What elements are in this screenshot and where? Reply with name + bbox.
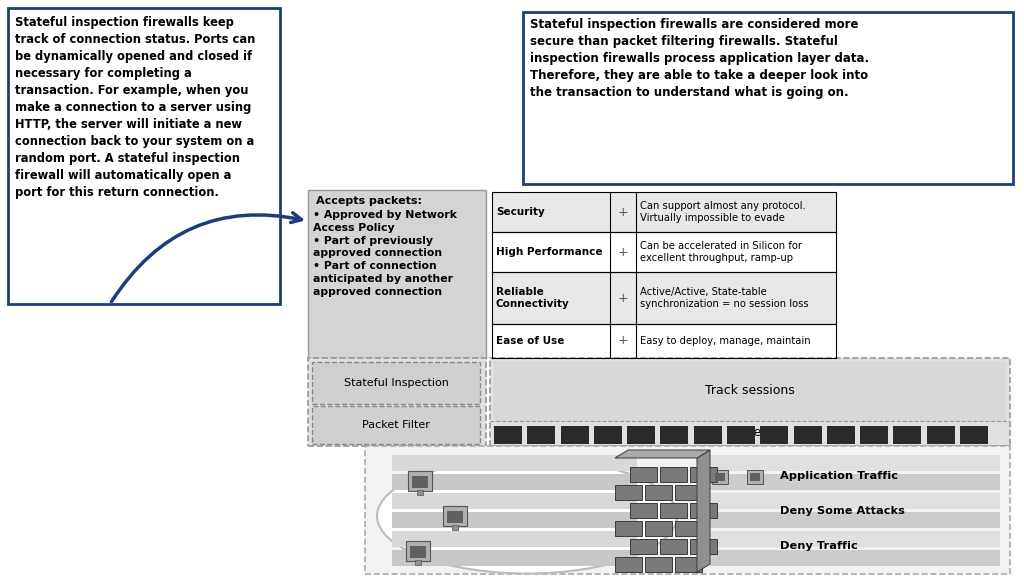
Polygon shape bbox=[615, 450, 710, 458]
Ellipse shape bbox=[377, 458, 677, 574]
Bar bbox=[490, 358, 1010, 446]
Bar bbox=[927, 426, 954, 444]
Bar bbox=[312, 362, 480, 404]
Bar bbox=[492, 272, 836, 324]
Bar bbox=[392, 512, 637, 528]
Text: Reliable
Connectivity: Reliable Connectivity bbox=[496, 287, 569, 309]
Bar bbox=[675, 557, 702, 572]
Text: Track sessions: Track sessions bbox=[706, 385, 795, 397]
Bar bbox=[760, 426, 788, 444]
Bar bbox=[594, 426, 622, 444]
Bar bbox=[893, 426, 922, 444]
Text: Stateful inspection firewalls are considered more
secure than packet filtering f: Stateful inspection firewalls are consid… bbox=[530, 18, 869, 99]
Bar bbox=[492, 192, 836, 232]
Bar bbox=[645, 485, 672, 500]
Bar bbox=[392, 455, 637, 471]
Bar bbox=[727, 426, 755, 444]
Bar bbox=[560, 426, 589, 444]
Bar bbox=[690, 503, 717, 518]
Bar bbox=[494, 361, 1006, 421]
Text: Ease of Use: Ease of Use bbox=[496, 336, 564, 346]
Bar bbox=[406, 541, 430, 561]
Bar bbox=[523, 12, 1013, 184]
Bar bbox=[710, 512, 1000, 528]
Text: Can support almost any protocol.
Virtually impossible to evade: Can support almost any protocol. Virtual… bbox=[640, 201, 806, 223]
Bar bbox=[452, 525, 458, 530]
Bar bbox=[392, 493, 637, 509]
Bar bbox=[417, 490, 423, 495]
Text: Accepts packets:: Accepts packets: bbox=[316, 196, 422, 206]
Bar bbox=[710, 550, 1000, 566]
Bar bbox=[630, 467, 657, 482]
Bar bbox=[412, 476, 428, 488]
Bar bbox=[410, 546, 426, 558]
Bar bbox=[826, 426, 855, 444]
Bar bbox=[675, 485, 702, 500]
Text: Stateful inspection firewalls keep
track of connection status. Ports can
be dyna: Stateful inspection firewalls keep track… bbox=[15, 16, 255, 199]
Bar bbox=[527, 426, 555, 444]
Bar bbox=[712, 470, 728, 484]
Bar bbox=[392, 474, 637, 490]
Bar bbox=[690, 467, 717, 482]
Bar bbox=[794, 426, 821, 444]
Text: +: + bbox=[617, 291, 629, 305]
Bar bbox=[860, 426, 888, 444]
Bar bbox=[615, 485, 642, 500]
Text: +: + bbox=[617, 335, 629, 347]
Bar bbox=[750, 473, 760, 481]
Bar bbox=[710, 493, 1000, 509]
Text: Packets: Packets bbox=[726, 426, 774, 439]
Text: • Approved by Network
Access Policy
• Part of previously
approved connection
• P: • Approved by Network Access Policy • Pa… bbox=[313, 210, 457, 297]
Bar bbox=[312, 406, 480, 444]
Text: Stateful Inspection: Stateful Inspection bbox=[344, 378, 449, 388]
Bar bbox=[492, 192, 836, 358]
Text: +: + bbox=[617, 245, 629, 259]
Bar bbox=[492, 232, 836, 272]
Bar bbox=[308, 190, 486, 358]
Text: Application Traffic: Application Traffic bbox=[780, 471, 898, 481]
Bar bbox=[308, 358, 486, 446]
Bar bbox=[961, 426, 988, 444]
Bar bbox=[710, 455, 1000, 471]
Bar bbox=[447, 511, 463, 523]
Bar bbox=[690, 539, 717, 554]
Text: Can be accelerated in Silicon for
excellent throughput, ramp-up: Can be accelerated in Silicon for excell… bbox=[640, 241, 802, 263]
Text: Packet Filter: Packet Filter bbox=[362, 420, 430, 430]
Bar bbox=[660, 426, 688, 444]
Bar bbox=[615, 521, 642, 536]
Bar bbox=[645, 521, 672, 536]
Bar bbox=[660, 539, 687, 554]
Text: Active/Active, State-table
synchronization = no session loss: Active/Active, State-table synchronizati… bbox=[640, 287, 809, 309]
Bar bbox=[693, 426, 722, 444]
Bar bbox=[660, 467, 687, 482]
Bar bbox=[392, 550, 637, 566]
Bar bbox=[630, 503, 657, 518]
Bar bbox=[443, 506, 467, 526]
Bar bbox=[710, 474, 1000, 490]
Text: Security: Security bbox=[496, 207, 545, 217]
Bar bbox=[365, 446, 1010, 574]
Text: +: + bbox=[617, 206, 629, 218]
Text: Deny Traffic: Deny Traffic bbox=[780, 541, 858, 551]
Bar bbox=[408, 471, 432, 491]
Bar bbox=[746, 470, 763, 484]
Bar bbox=[615, 557, 642, 572]
Bar bbox=[660, 503, 687, 518]
Bar bbox=[715, 473, 725, 481]
Polygon shape bbox=[697, 450, 710, 572]
Bar bbox=[415, 560, 421, 565]
Bar bbox=[494, 426, 522, 444]
Bar bbox=[492, 324, 836, 358]
Bar bbox=[645, 557, 672, 572]
Bar bbox=[627, 426, 655, 444]
Text: Easy to deploy, manage, maintain: Easy to deploy, manage, maintain bbox=[640, 336, 811, 346]
Bar bbox=[710, 531, 1000, 547]
Bar bbox=[8, 8, 280, 304]
Text: High Performance: High Performance bbox=[496, 247, 602, 257]
Bar bbox=[630, 539, 657, 554]
Bar bbox=[392, 531, 637, 547]
Bar bbox=[675, 521, 702, 536]
FancyArrowPatch shape bbox=[112, 213, 301, 302]
Text: Deny Some Attacks: Deny Some Attacks bbox=[780, 506, 905, 516]
